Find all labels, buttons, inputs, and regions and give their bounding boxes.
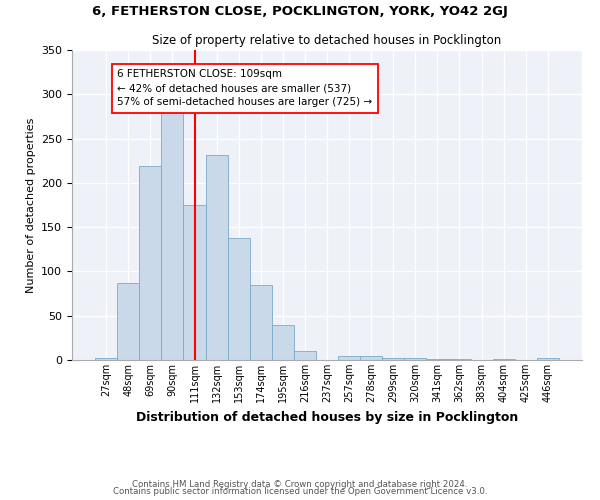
Bar — [294, 351, 316, 360]
Bar — [427, 359, 448, 360]
Text: Contains HM Land Registry data © Crown copyright and database right 2024.: Contains HM Land Registry data © Crown c… — [132, 480, 468, 489]
Text: 6 FETHERSTON CLOSE: 109sqm
← 42% of detached houses are smaller (537)
57% of sem: 6 FETHERSTON CLOSE: 109sqm ← 42% of deta… — [117, 70, 373, 108]
Bar — [537, 358, 559, 360]
Bar — [161, 108, 184, 360]
Bar — [448, 359, 470, 360]
Bar — [117, 283, 139, 360]
Bar — [360, 356, 382, 360]
Bar — [272, 324, 294, 360]
Bar — [184, 205, 206, 360]
Bar — [382, 358, 404, 360]
Bar — [206, 156, 227, 360]
Bar — [250, 284, 272, 360]
Title: Size of property relative to detached houses in Pocklington: Size of property relative to detached ho… — [152, 34, 502, 48]
Bar — [95, 358, 117, 360]
Bar — [404, 358, 427, 360]
Text: 6, FETHERSTON CLOSE, POCKLINGTON, YORK, YO42 2GJ: 6, FETHERSTON CLOSE, POCKLINGTON, YORK, … — [92, 5, 508, 18]
Y-axis label: Number of detached properties: Number of detached properties — [26, 118, 35, 292]
Bar — [338, 356, 360, 360]
Bar — [493, 359, 515, 360]
X-axis label: Distribution of detached houses by size in Pocklington: Distribution of detached houses by size … — [136, 410, 518, 424]
Bar — [139, 166, 161, 360]
Text: Contains public sector information licensed under the Open Government Licence v3: Contains public sector information licen… — [113, 487, 487, 496]
Bar — [227, 238, 250, 360]
